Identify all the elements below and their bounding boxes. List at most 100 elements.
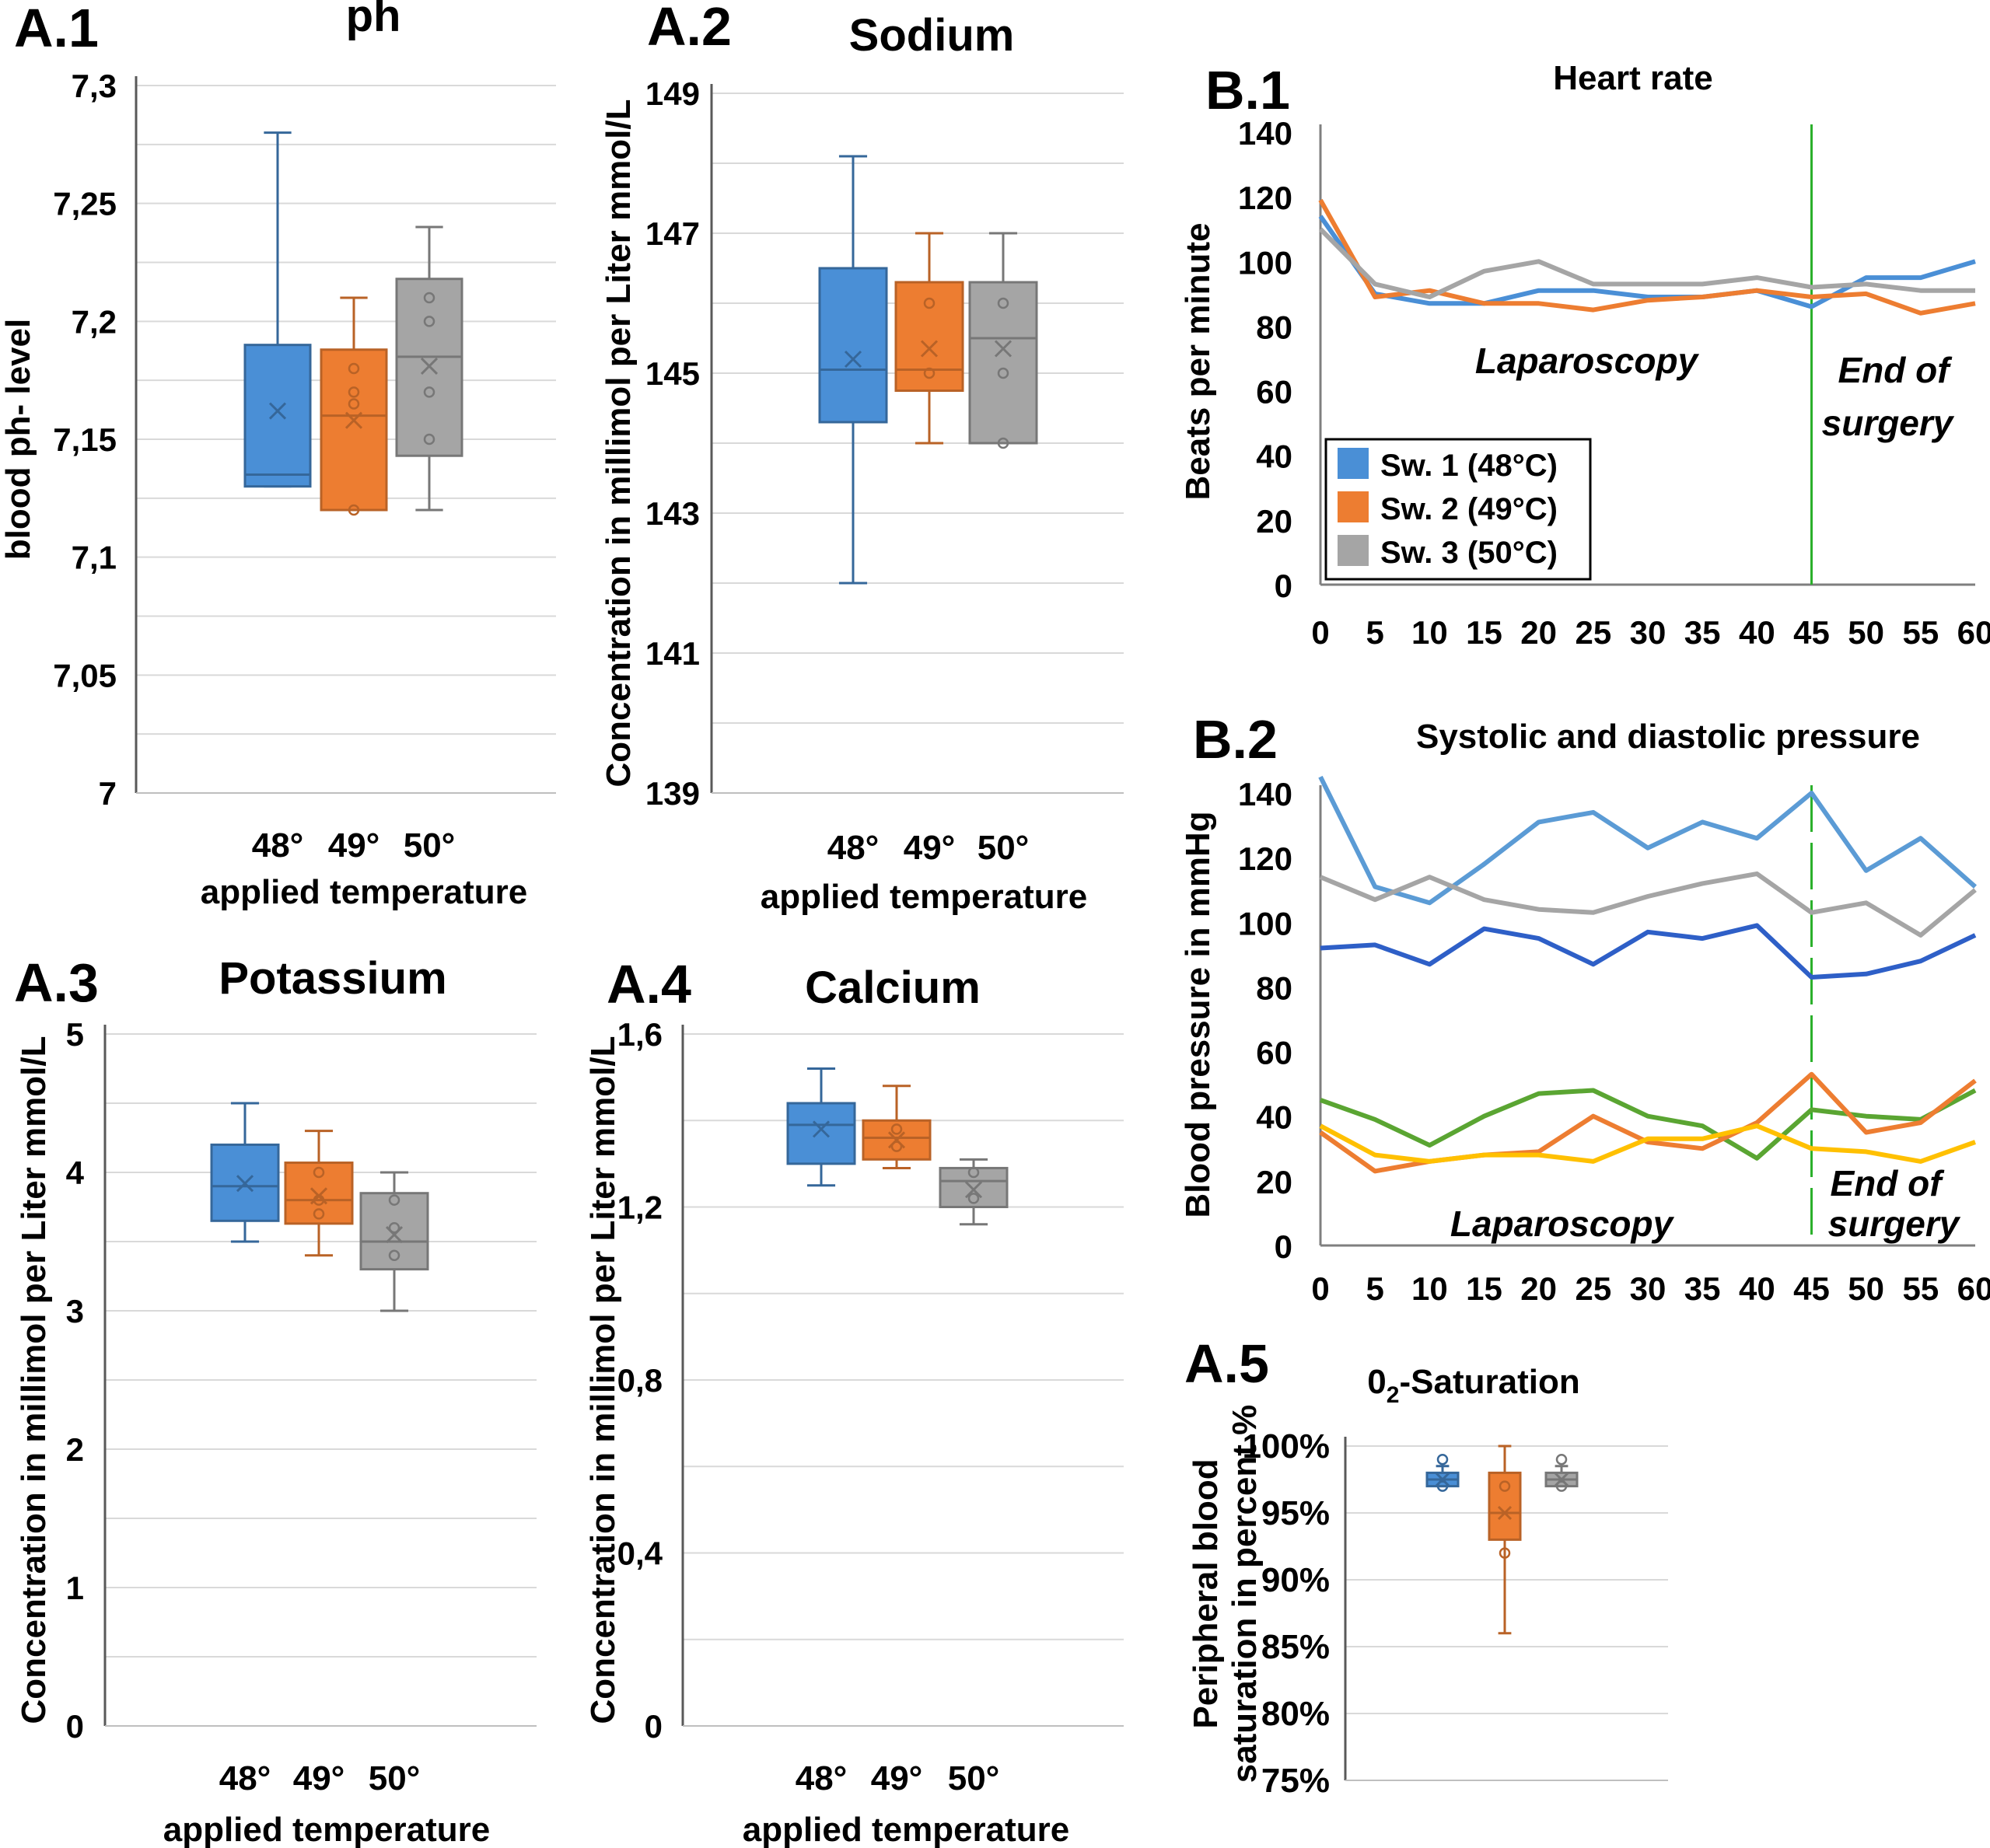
chart-title: Systolic and diastolic pressure: [1416, 718, 1920, 756]
y-tick-label: 0: [66, 1708, 84, 1745]
data-point: [313, 1208, 325, 1220]
y-tick-label: 0: [645, 1708, 663, 1745]
y-tick-label: 7,3: [72, 68, 117, 104]
y-tick-label: 100%: [1242, 1427, 1330, 1465]
box-49°: [862, 1085, 932, 1169]
box-body: [284, 1162, 354, 1225]
chart-title: Heart rate: [1553, 59, 1712, 97]
panel-label: A.5: [1184, 1333, 1269, 1394]
x-tick-label: 0: [1311, 1270, 1329, 1307]
annotation-surgery: surgery: [1822, 403, 1955, 443]
box-50°: [968, 232, 1038, 449]
data-point: [388, 1221, 400, 1234]
data-point: [890, 1123, 903, 1135]
chart-title: Sodium: [849, 10, 1015, 61]
x-tick-label: 30: [1630, 614, 1666, 651]
y-tick-label: 60: [1256, 374, 1292, 410]
series-line: [1318, 198, 1976, 316]
x-tick-label: 5: [1366, 1270, 1383, 1307]
data-point: [1436, 1480, 1449, 1492]
box-body: [862, 1119, 932, 1161]
title-rest: -Saturation: [1399, 1363, 1579, 1401]
series-line: [1319, 1123, 1977, 1164]
box-body: [818, 267, 888, 424]
data-point: [423, 386, 435, 398]
box-49°: [284, 1130, 354, 1257]
y-tick-label: 80: [1256, 969, 1292, 1006]
x-axis-label: applied temperature: [163, 1811, 491, 1848]
mean-marker: [994, 340, 1012, 358]
x-tick-label: 5: [1366, 614, 1383, 651]
series-line: [1319, 1071, 1977, 1174]
series-line: [1320, 923, 1977, 980]
data-point: [388, 1194, 400, 1206]
category-label: 48°: [796, 1759, 848, 1797]
y-axis-label: Concentration in millimol per Liter mmol…: [15, 1036, 53, 1724]
category-label: 48°: [827, 829, 880, 867]
panel-A.5: 75% 80% 85% 90% 95% 100% A.5 02-Saturation Perip…: [1184, 1333, 1668, 1800]
data-point: [1499, 1547, 1511, 1559]
y-tick-label: 1,2: [617, 1189, 663, 1226]
box-body: [968, 281, 1038, 445]
y-tick-label: 145: [645, 355, 700, 392]
panel-B.1: B.1 Heart rate Beats per minute 0 20 40 60 80 10…: [1179, 59, 1990, 651]
mean-marker: [344, 411, 363, 429]
data-point: [348, 362, 360, 375]
box-body: [359, 1192, 429, 1271]
x-tick-label: 40: [1739, 614, 1775, 651]
y-tick-label: 0: [1275, 568, 1292, 604]
title-part: 0: [1367, 1363, 1386, 1401]
panel-A.2: 139 141 143 145 147 149 A.2 Sodium Concentration…: [600, 0, 1124, 916]
y-tick-label: 3: [66, 1293, 84, 1329]
y-axis-label: Blood pressure in mmHg: [1179, 811, 1217, 1217]
x-tick-label: 35: [1684, 1270, 1721, 1307]
y-tick-label: 100: [1238, 905, 1292, 941]
panel-label: A.1: [14, 0, 99, 58]
x-axis-label: applied temperature: [201, 873, 528, 911]
y-tick-label: 40: [1256, 438, 1292, 475]
annotation-end-of: End of: [1830, 1163, 1945, 1203]
data-point: [923, 367, 936, 379]
legend-frame: [1324, 438, 1592, 581]
panel-A.4: 0 0,4 0,8 1,2 1,6A.4 Calcium Concentration in …: [584, 954, 1124, 1848]
data-point: [348, 386, 360, 398]
chart-title: 02-Saturation: [1367, 1363, 1579, 1408]
y-tick-label: 40: [1256, 1099, 1292, 1136]
y-tick-label: 7,05: [53, 657, 117, 693]
y-tick-label: 0,8: [617, 1362, 663, 1399]
x-tick-label: 60: [1957, 614, 1990, 651]
data-point: [423, 316, 435, 327]
box-48°: [1425, 1453, 1460, 1492]
mean-marker: [236, 1175, 254, 1193]
category-label: 50°: [948, 1759, 1000, 1797]
x-tick-label: 55: [1902, 1270, 1939, 1307]
y-tick-label: 80%: [1261, 1695, 1330, 1733]
y-tick-label: 2: [66, 1431, 84, 1468]
mean-marker: [812, 1120, 831, 1138]
y-tick-label: 139: [645, 775, 700, 812]
y-tick-label: 90%: [1261, 1561, 1330, 1599]
data-point: [1499, 1480, 1511, 1492]
box-48°: [243, 131, 312, 488]
box-body: [939, 1166, 1009, 1208]
mean-marker: [964, 1181, 983, 1199]
panel-label: A.2: [647, 0, 732, 57]
data-point: [997, 297, 1009, 309]
data-point: [923, 297, 936, 309]
y-tick-label: 140: [1238, 115, 1292, 152]
mean-marker: [420, 357, 439, 376]
box-50°: [939, 1158, 1009, 1226]
x-tick-label: 40: [1739, 1270, 1775, 1307]
x-tick-label: 25: [1575, 614, 1611, 651]
x-tick-label: 15: [1466, 614, 1502, 651]
box-48°: [210, 1102, 280, 1243]
data-point: [1555, 1480, 1568, 1492]
legend-swatch: [1338, 448, 1369, 479]
chart-title: ph: [346, 0, 401, 41]
y-tick-label: 7: [99, 775, 117, 812]
y-tick-label: 7,1: [72, 540, 117, 576]
mean-marker: [887, 1131, 906, 1149]
category-label: 49°: [293, 1759, 345, 1797]
data-point: [967, 1166, 980, 1179]
box-50°: [359, 1171, 429, 1312]
